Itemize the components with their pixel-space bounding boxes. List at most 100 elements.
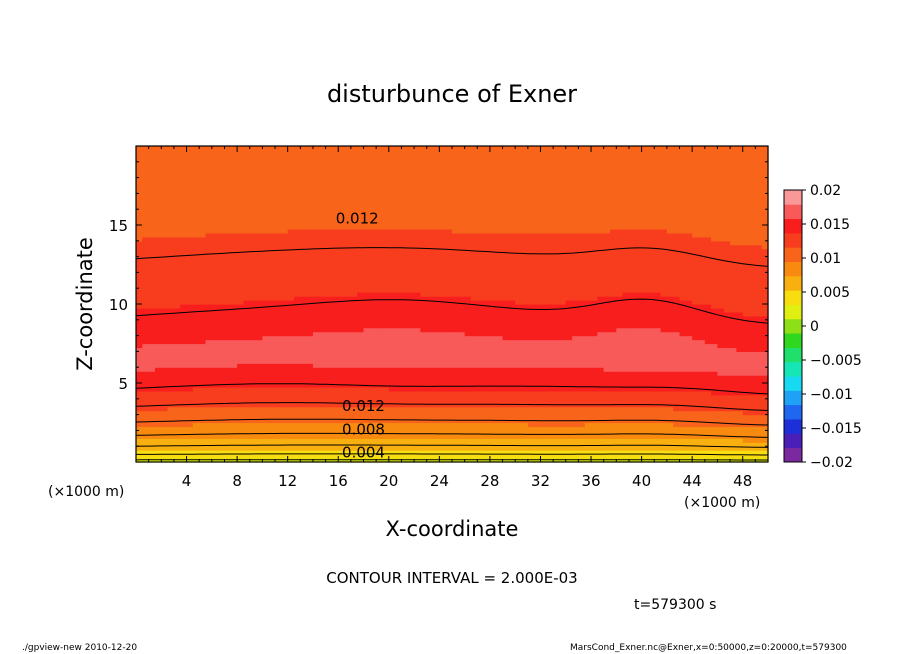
field-cell — [319, 386, 327, 392]
field-cell — [521, 197, 529, 202]
field-cell — [363, 146, 371, 151]
field-cell — [275, 311, 282, 317]
field-cell — [243, 173, 251, 179]
field-cell — [388, 165, 396, 171]
field-cell — [224, 177, 232, 183]
field-cell — [148, 201, 156, 206]
field-cell — [243, 248, 251, 254]
field-cell — [331, 327, 339, 333]
field-cell — [306, 201, 314, 206]
field-cell — [331, 288, 339, 293]
field-cell — [445, 394, 453, 400]
field-cell — [211, 390, 219, 396]
field-cell — [401, 221, 409, 226]
field-cell — [211, 398, 219, 404]
field-cell — [300, 422, 308, 428]
field-cell — [508, 351, 516, 356]
field-cell — [249, 256, 257, 262]
field-cell — [357, 236, 365, 242]
field-cell — [243, 442, 251, 447]
field-cell — [325, 363, 333, 368]
field-cell — [439, 434, 447, 439]
field-cell — [420, 383, 428, 388]
field-cell — [458, 359, 466, 364]
field-cell — [426, 225, 434, 230]
field-cell — [256, 343, 263, 349]
field-cell — [312, 173, 320, 179]
field-cell — [407, 189, 415, 194]
field-cell — [325, 197, 333, 202]
field-cell — [249, 201, 257, 206]
field-cell — [230, 189, 238, 194]
field-cell — [489, 402, 497, 408]
field-cell — [407, 315, 415, 321]
field-cell — [515, 177, 523, 183]
field-cell — [218, 260, 226, 266]
field-cell — [350, 371, 358, 376]
field-cell — [483, 240, 491, 246]
field-cell — [363, 426, 371, 431]
field-cell — [224, 272, 232, 277]
field-cell — [382, 339, 390, 345]
field-cell — [496, 280, 504, 285]
field-cell — [376, 307, 384, 313]
field-cell — [521, 390, 529, 396]
field-cell — [136, 240, 143, 246]
field-cell — [262, 292, 270, 297]
field-cell — [388, 458, 396, 463]
field-cell — [445, 264, 453, 270]
field-cell — [237, 157, 245, 163]
field-cell — [218, 280, 226, 285]
field-cell — [148, 438, 156, 443]
field-cell — [294, 458, 301, 463]
field-cell — [249, 236, 257, 242]
field-cell — [445, 351, 453, 356]
field-cell — [161, 315, 169, 321]
field-cell — [388, 292, 396, 297]
field-cell — [331, 268, 339, 273]
field-cell — [382, 165, 390, 171]
field-cell — [376, 264, 384, 270]
field-cell — [142, 375, 150, 380]
field-cell — [489, 398, 497, 404]
field-cell — [395, 280, 403, 285]
field-cell — [325, 430, 333, 435]
field-cell — [237, 221, 245, 226]
field-cell — [452, 315, 459, 321]
field-cell — [521, 319, 529, 325]
field-cell — [433, 347, 440, 352]
field-cell — [376, 161, 384, 167]
field-cell — [173, 221, 181, 226]
field-cell — [414, 244, 421, 250]
field-cell — [312, 343, 320, 349]
field-cell — [256, 225, 263, 230]
field-cell — [167, 311, 175, 317]
field-cell — [483, 169, 491, 175]
field-cell — [161, 359, 169, 364]
field-cell — [433, 209, 440, 214]
field-cell — [224, 248, 232, 254]
field-cell — [445, 355, 453, 360]
field-cell — [173, 252, 181, 258]
field-cell — [502, 177, 510, 183]
field-cell — [452, 426, 459, 431]
field-cell — [439, 280, 447, 285]
field-cell — [477, 434, 485, 439]
field-cell — [224, 240, 232, 246]
field-cell — [388, 359, 396, 364]
field-cell — [224, 244, 232, 250]
field-cell — [249, 276, 257, 281]
field-cell — [452, 454, 459, 459]
field-cell — [256, 327, 263, 333]
field-cell — [154, 304, 162, 309]
field-cell — [154, 181, 162, 187]
field-cell — [154, 292, 162, 297]
field-cell — [433, 418, 440, 424]
field-cell — [508, 260, 516, 266]
field-cell — [496, 300, 504, 305]
field-cell — [515, 292, 523, 297]
field-cell — [515, 256, 523, 262]
field-cell — [452, 185, 459, 191]
field-cell — [237, 390, 245, 396]
field-cell — [357, 323, 365, 329]
